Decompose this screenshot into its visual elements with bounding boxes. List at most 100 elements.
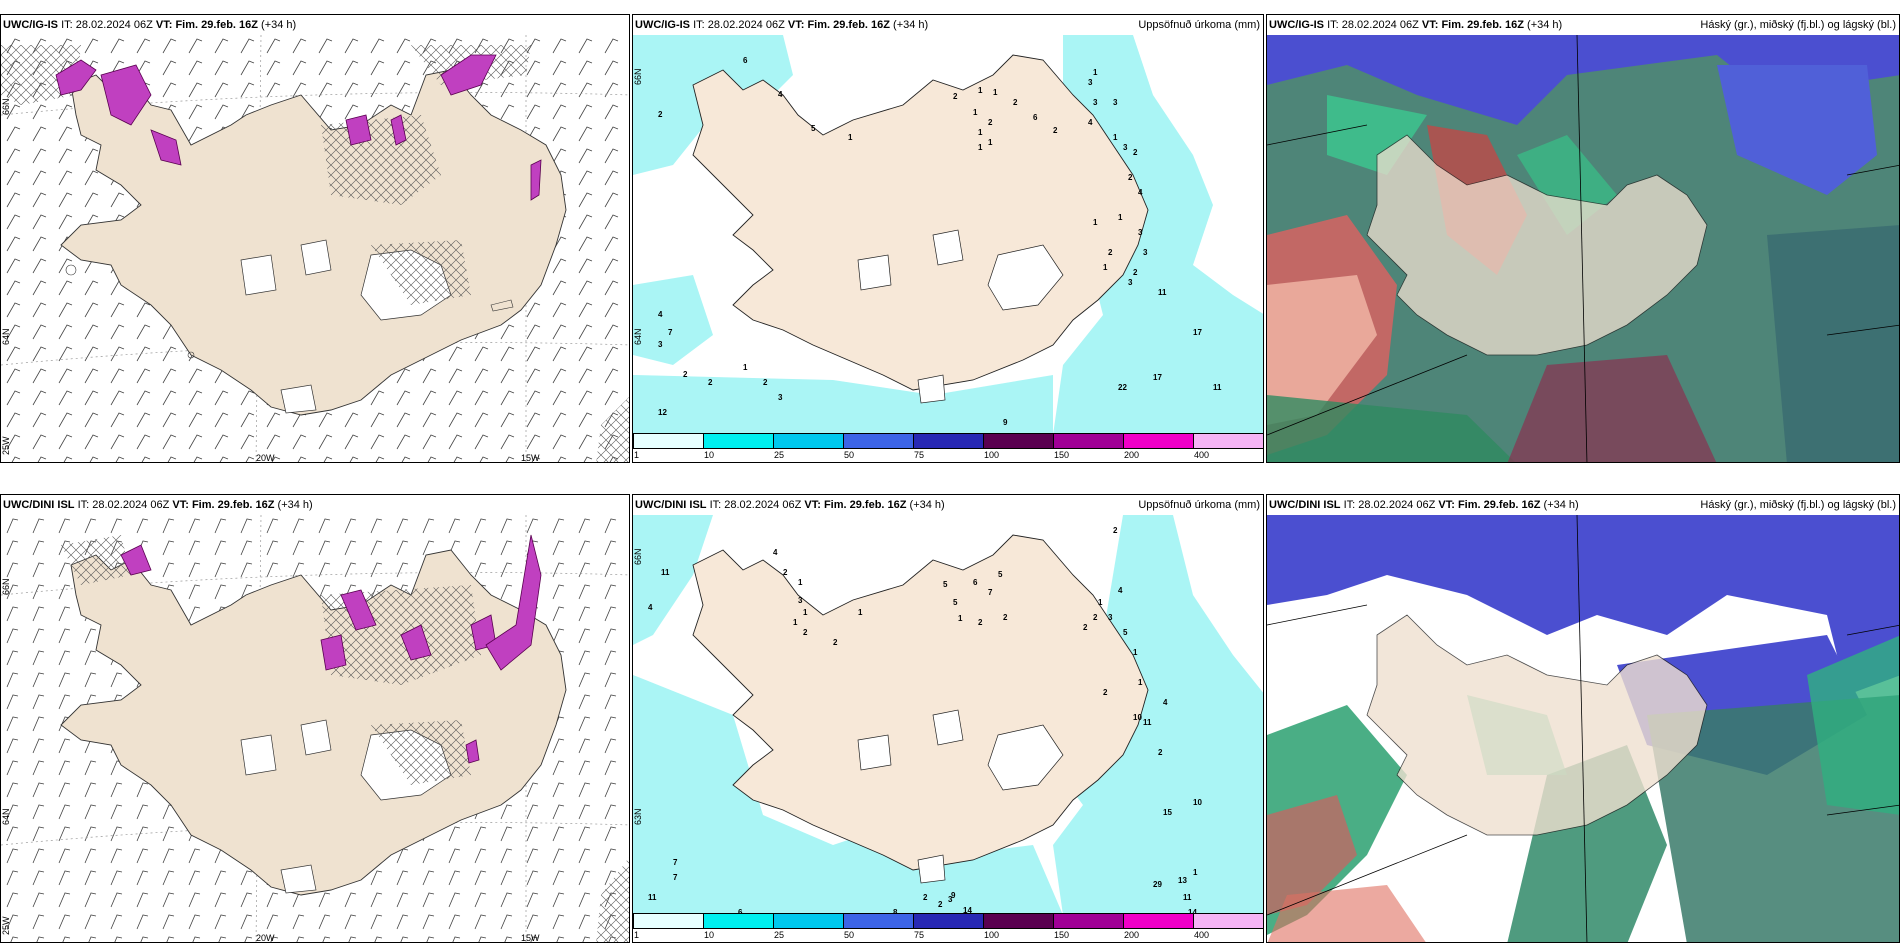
precip-value: 1 <box>1103 263 1108 272</box>
precip-value: 1 <box>973 108 978 117</box>
vt-value: Fim. 29.feb. 16Z <box>807 19 890 31</box>
precip-value: 1 <box>793 618 798 627</box>
lon-tick-15: 15W <box>521 453 540 463</box>
colorbar-swatch <box>773 913 844 929</box>
iceland-landmass <box>1366 134 1708 356</box>
colorbar-swatch <box>633 913 704 929</box>
precip-value: 2 <box>978 618 983 627</box>
panel-header: UWC/DINI ISL IT: 28.02.2024 06Z VT: Fim.… <box>1267 495 1899 515</box>
colorbar-label: 10 <box>704 930 715 940</box>
precip-value: 10 <box>1133 713 1142 722</box>
cloud-map <box>1267 515 1899 942</box>
colorbar-label: 150 <box>1054 930 1070 940</box>
colorbar-swatch <box>1123 913 1194 929</box>
precip-value: 3 <box>1143 248 1148 257</box>
iceland-landmass <box>692 534 1149 871</box>
precip-value: 4 <box>1138 188 1143 197</box>
precip-value: 1 <box>798 578 803 587</box>
vt-value: Fim. 29.feb. 16Z <box>191 499 275 511</box>
lead-time: (+34 h) <box>277 499 313 511</box>
precip-value: 5 <box>998 570 1003 579</box>
precip-value: 1 <box>988 138 993 147</box>
precip-value: 8 <box>893 908 898 915</box>
it-label: IT: <box>709 499 722 511</box>
precip-value: 17 <box>1193 328 1202 337</box>
cloud-map <box>1267 35 1899 462</box>
precip-value: 2 <box>1093 613 1098 622</box>
panel-title: Uppsöfnuð úrkoma (mm) <box>1138 19 1260 31</box>
precip-value: 4 <box>658 310 663 319</box>
colorbar-label: 1 <box>634 450 640 460</box>
panel-dini-precip: UWC/DINI ISL IT: 28.02.2024 06Z VT: Fim.… <box>632 494 1264 943</box>
colorbar-swatch <box>913 433 984 449</box>
precip-value: 5 <box>811 124 816 133</box>
colorbar-swatch <box>1053 913 1124 929</box>
precip-value: 4 <box>648 603 653 612</box>
it-value: 28.02.2024 06Z <box>75 19 153 31</box>
wind-map <box>1 515 629 942</box>
precip-value: 2 <box>1013 98 1018 107</box>
precip-value: 7 <box>988 588 993 597</box>
precip-value: 4 <box>778 90 783 99</box>
precip-value: 4 <box>1163 698 1168 707</box>
it-label: IT: <box>1327 19 1339 31</box>
precip-value: 22 <box>1118 383 1127 392</box>
precip-value: 1 <box>803 608 808 617</box>
precip-value: 11 <box>648 893 657 902</box>
precip-value: 2 <box>1003 613 1008 622</box>
precip-value: 3 <box>798 596 803 605</box>
precip-value: 29 <box>1153 880 1162 889</box>
colorbar-swatch <box>1193 913 1263 929</box>
precip-value: 4 <box>1118 586 1123 595</box>
precip-value: 1 <box>1093 218 1098 227</box>
glaciers <box>857 709 1064 884</box>
precip-value: 1 <box>978 128 983 137</box>
vt-label: VT: <box>787 19 805 31</box>
vt-label: VT: <box>804 499 821 511</box>
colorbar-swatch <box>633 433 704 449</box>
lon-tick-20: 20W <box>256 453 275 463</box>
precip-value: 2 <box>783 568 788 577</box>
precip-value: 12 <box>658 408 667 417</box>
colorbar-label: 75 <box>914 930 925 940</box>
panel-header: UWC/IG-IS IT: 28.02.2024 06Z VT: Fim. 29… <box>1 15 629 35</box>
precip-value: 3 <box>1113 98 1118 107</box>
panel-title: Háský (gr.), miðský (fj.bl.) og lágský (… <box>1700 19 1896 31</box>
colorbar-swatch <box>703 913 774 929</box>
model-label: UWC/DINI ISL <box>635 499 707 511</box>
precip-value: 2 <box>988 118 993 127</box>
vt-label: VT: <box>155 19 173 31</box>
precip-value: 14 <box>1188 908 1197 915</box>
precip-value: 3 <box>1123 143 1128 152</box>
lon-tick-15: 15W <box>521 933 540 943</box>
glaciers <box>857 229 1064 404</box>
model-label: UWC/IG-IS <box>1269 19 1324 31</box>
precip-value: 3 <box>778 393 783 402</box>
panel-title: Háský (gr.), miðský (fj.bl.) og lágský (… <box>1700 499 1896 511</box>
precip-value: 2 <box>1108 248 1113 257</box>
precip-cells <box>120 534 542 764</box>
graticule <box>1267 515 1899 942</box>
lon-tick-25: 25W <box>1 436 11 455</box>
precip-value: 1 <box>1113 133 1118 142</box>
precip-value: 11 <box>661 568 670 577</box>
precip-value: 2 <box>658 110 663 119</box>
vt-value: Fim. 29.feb. 16Z <box>823 499 907 511</box>
precip-value: 5 <box>1123 628 1128 637</box>
graticule <box>1267 35 1899 462</box>
colorbar-swatch <box>913 913 984 929</box>
iceland-landmass <box>1366 614 1708 836</box>
colorbar-swatch <box>703 433 774 449</box>
precip-value: 2 <box>1083 623 1088 632</box>
cloud-layers <box>1267 35 1899 462</box>
panel-ig-wind: UWC/IG-IS IT: 28.02.2024 06Z VT: Fim. 29… <box>0 14 630 463</box>
precip-value: 3 <box>1088 78 1093 87</box>
vt-value: Fim. 29.feb. 16Z <box>1457 499 1541 511</box>
precip-value: 9 <box>951 891 956 900</box>
precip-value: 2 <box>1133 268 1138 277</box>
precip-cells <box>55 54 542 201</box>
precip-value: 17 <box>1153 373 1162 382</box>
vt-value: Fim. 29.feb. 16Z <box>175 19 258 31</box>
precip-value: 15 <box>1163 808 1172 817</box>
